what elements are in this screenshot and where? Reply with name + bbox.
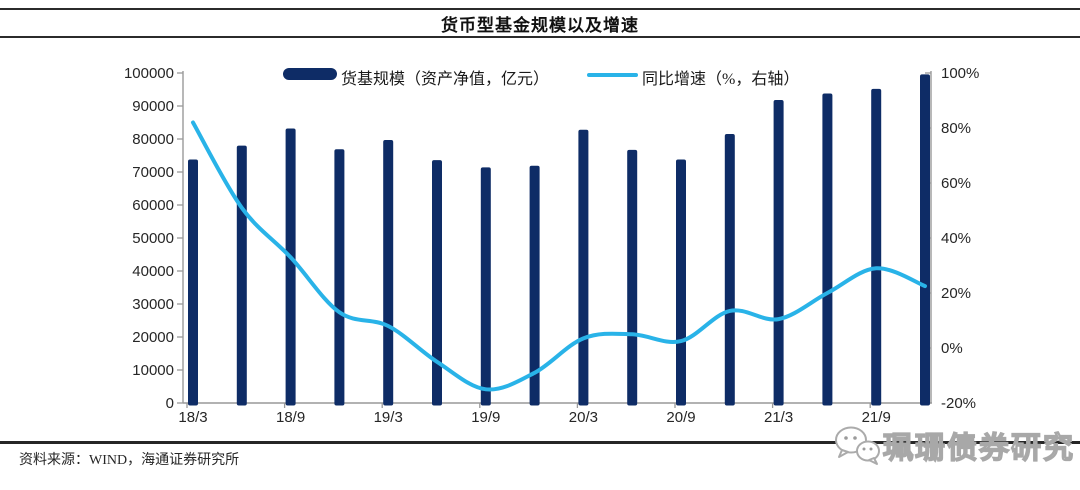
source-note: 资料来源：WIND，海通证券研究所 bbox=[19, 453, 240, 468]
left-axis-label: 40000 bbox=[132, 263, 174, 280]
bar-21/6 bbox=[822, 93, 833, 406]
legend-bar-label: 货基规模（资产净值，亿元） bbox=[341, 71, 550, 88]
title-underline-rule bbox=[0, 36, 1080, 38]
left-axis-label: 90000 bbox=[132, 98, 174, 115]
right-axis-label: 60% bbox=[941, 175, 971, 192]
x-axis-label: 20/9 bbox=[666, 409, 695, 426]
x-axis-label: 20/3 bbox=[569, 409, 598, 426]
left-axis-label: 0 bbox=[166, 395, 174, 412]
wechat-icon bbox=[835, 426, 880, 465]
bar-19/9 bbox=[480, 167, 491, 406]
right-axis-label: 80% bbox=[941, 120, 971, 137]
bar-20/9 bbox=[676, 159, 686, 406]
legend-line-label: 同比增速（%，右轴） bbox=[642, 71, 800, 88]
bar-19/12 bbox=[529, 165, 540, 406]
x-axis-label: 21/9 bbox=[862, 409, 891, 426]
left-axis-label: 100000 bbox=[124, 65, 174, 82]
left-axis-label: 80000 bbox=[132, 131, 174, 148]
x-axis-label: 18/3 bbox=[178, 409, 207, 426]
bar-19/3 bbox=[383, 139, 394, 406]
top-rule bbox=[0, 8, 1080, 10]
right-axis-label: 0% bbox=[941, 340, 963, 357]
bar-18/12 bbox=[334, 149, 345, 406]
yoy-growth-line bbox=[191, 120, 927, 392]
bar-19/6 bbox=[432, 160, 442, 406]
bar-20/6 bbox=[627, 149, 638, 406]
x-axis-label: 18/9 bbox=[276, 409, 305, 426]
watermark: 珮珊债券研究 bbox=[833, 423, 1075, 467]
footer-rule bbox=[0, 441, 1080, 444]
x-axis-label: 19/9 bbox=[471, 409, 500, 426]
chart-title: 货币型基金规模以及增速 bbox=[441, 16, 639, 35]
x-axis-label: 19/3 bbox=[374, 409, 403, 426]
legend-bar-swatch bbox=[283, 68, 337, 80]
bar-21/12 bbox=[920, 74, 930, 406]
bar-20/3 bbox=[578, 129, 589, 406]
bar-18/6 bbox=[236, 145, 247, 406]
bar-18/9 bbox=[285, 128, 296, 406]
bar-21/9 bbox=[871, 88, 882, 406]
right-axis-label: 100% bbox=[941, 65, 979, 82]
bar-20/12 bbox=[724, 134, 735, 406]
right-axis-label: -20% bbox=[941, 395, 976, 412]
left-axis-label: 60000 bbox=[132, 197, 174, 214]
x-axis-label: 21/3 bbox=[764, 409, 793, 426]
right-axis-label: 20% bbox=[941, 285, 971, 302]
right-axis-label: 40% bbox=[941, 230, 971, 247]
left-axis-label: 10000 bbox=[132, 362, 174, 379]
left-axis-label: 20000 bbox=[132, 329, 174, 346]
legend-line-swatch bbox=[587, 73, 638, 77]
left-axis-label: 70000 bbox=[132, 164, 174, 181]
bar-21/3 bbox=[773, 100, 784, 406]
watermark-text: 珮珊债券研究 bbox=[882, 431, 1075, 465]
left-axis-label: 50000 bbox=[132, 230, 174, 247]
bar-18/3 bbox=[188, 159, 198, 406]
left-axis-label: 30000 bbox=[132, 296, 174, 313]
